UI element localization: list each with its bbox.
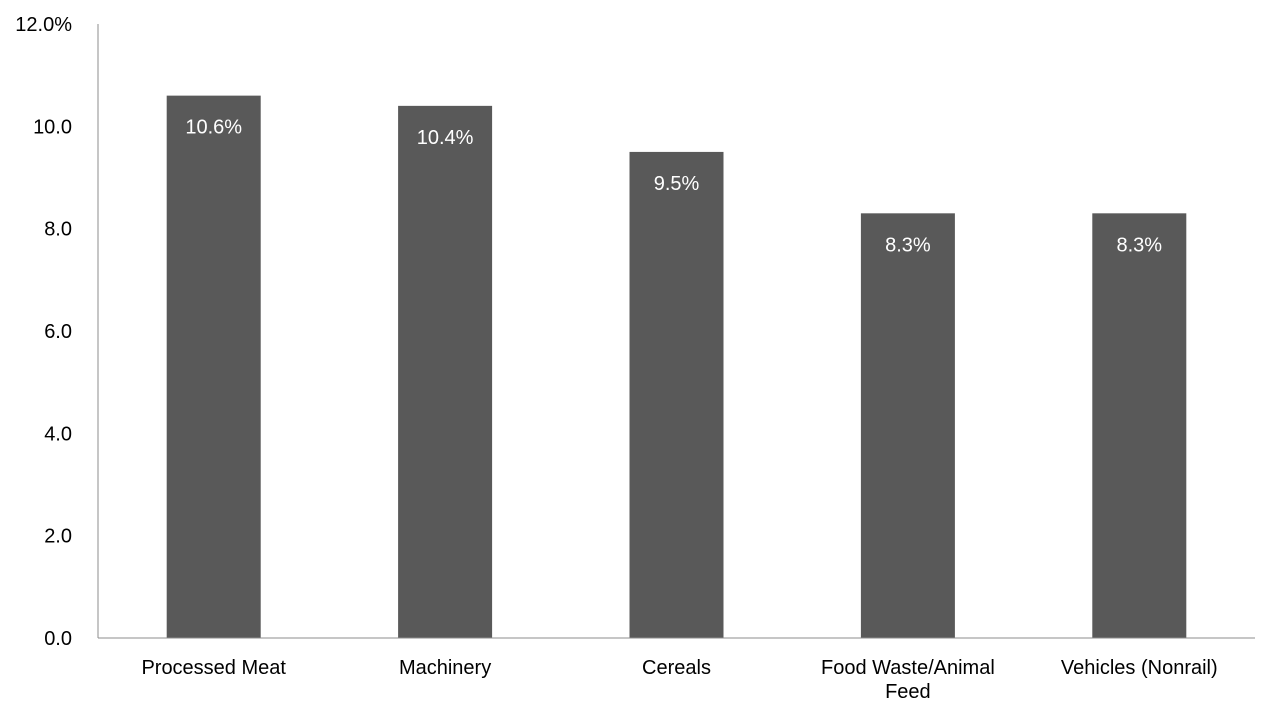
bars-group <box>166 95 1187 639</box>
y-tick-label: 12.0% <box>15 14 72 36</box>
axes-group <box>97 24 1255 639</box>
data-labels: 10.6% 10.4% 9.5% 8.3% 8.3% <box>185 117 1162 257</box>
x-category-label: Vehicles (Nonrail) <box>1061 657 1218 679</box>
x-category-label: Processed Meat <box>141 657 286 679</box>
x-category-label: Food Waste/Animal <box>821 657 995 679</box>
y-tick-label: 4.0 <box>44 423 72 445</box>
bar <box>860 213 955 639</box>
bar-data-label: 8.3% <box>885 234 931 256</box>
x-category-labels: Processed Meat Machinery Cereals Food Waste… <box>141 657 1217 703</box>
bar <box>629 151 724 638</box>
bar-data-label: 10.6% <box>185 117 242 139</box>
x-category-label: Machinery <box>399 657 491 679</box>
bar <box>398 105 493 638</box>
bar-data-label: 10.4% <box>417 127 474 149</box>
bar <box>1092 213 1187 639</box>
bar-data-label: 8.3% <box>1117 234 1163 256</box>
y-tick-label: 6.0 <box>44 321 72 343</box>
bar <box>166 95 261 639</box>
y-tick-label: 2.0 <box>44 526 72 548</box>
y-tick-label: 8.0 <box>44 219 72 241</box>
y-tick-label: 0.0 <box>44 628 72 650</box>
y-tick-labels: 0.0 2.0 4.0 6.0 8.0 10.0 12.0% <box>15 14 72 650</box>
bar-data-label: 9.5% <box>654 173 700 195</box>
x-category-label: Feed <box>885 681 931 703</box>
y-tick-label: 10.0 <box>33 116 72 138</box>
x-category-label: Cereals <box>642 657 711 679</box>
